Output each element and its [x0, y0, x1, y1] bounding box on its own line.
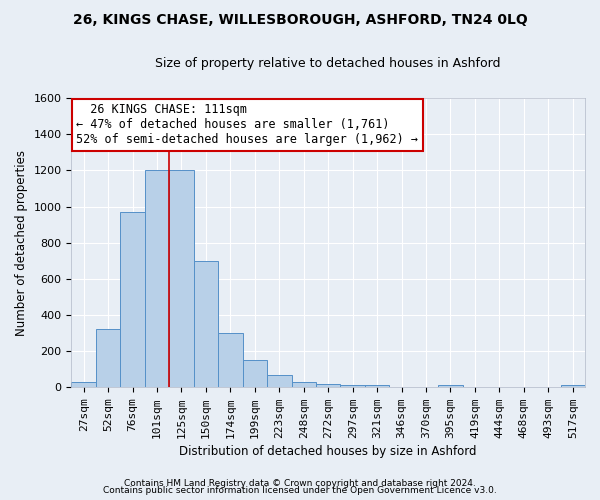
Bar	[560, 385, 585, 388]
Bar	[194, 261, 218, 388]
Text: Contains public sector information licensed under the Open Government Licence v3: Contains public sector information licen…	[103, 486, 497, 495]
Text: Contains HM Land Registry data © Crown copyright and database right 2024.: Contains HM Land Registry data © Crown c…	[124, 478, 476, 488]
Bar	[365, 385, 389, 388]
Bar	[267, 374, 292, 388]
X-axis label: Distribution of detached houses by size in Ashford: Distribution of detached houses by size …	[179, 444, 477, 458]
Bar	[340, 384, 365, 388]
Bar	[438, 385, 463, 388]
Bar	[169, 170, 194, 388]
Bar	[242, 360, 267, 388]
Bar	[292, 382, 316, 388]
Y-axis label: Number of detached properties: Number of detached properties	[15, 150, 28, 336]
Bar	[96, 330, 121, 388]
Bar	[316, 384, 340, 388]
Bar	[145, 170, 169, 388]
Text: 26 KINGS CHASE: 111sqm
← 47% of detached houses are smaller (1,761)
52% of semi-: 26 KINGS CHASE: 111sqm ← 47% of detached…	[76, 104, 418, 146]
Bar	[218, 333, 242, 388]
Bar	[121, 212, 145, 388]
Text: 26, KINGS CHASE, WILLESBOROUGH, ASHFORD, TN24 0LQ: 26, KINGS CHASE, WILLESBOROUGH, ASHFORD,…	[73, 12, 527, 26]
Title: Size of property relative to detached houses in Ashford: Size of property relative to detached ho…	[155, 58, 501, 70]
Bar	[71, 382, 96, 388]
